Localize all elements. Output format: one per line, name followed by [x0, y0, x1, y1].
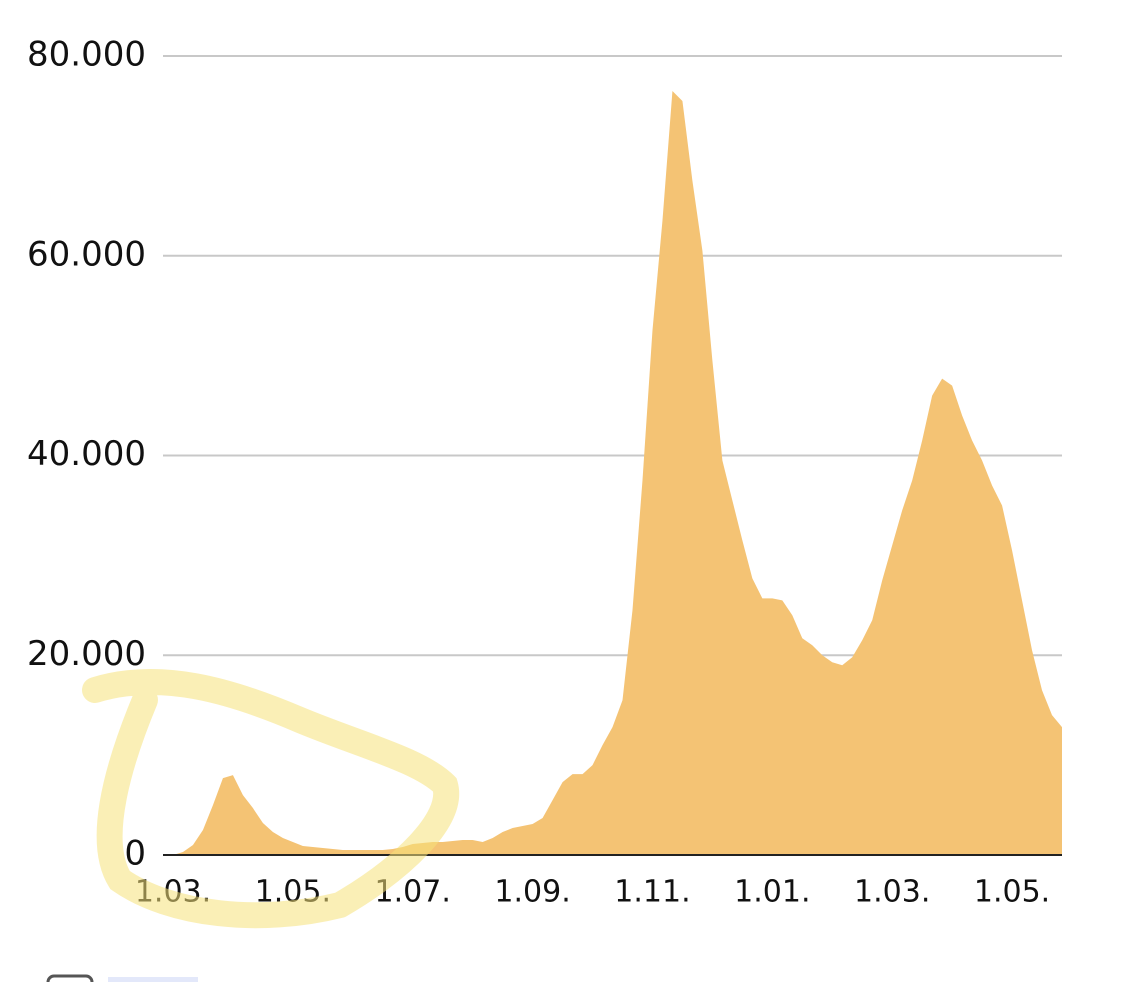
x-tick-label: 1.11. — [614, 875, 690, 910]
icon — [46, 974, 94, 982]
area — [173, 90, 1062, 856]
x-tick-label: 1.01. — [734, 875, 810, 910]
y-tick-label: 80.000 — [27, 35, 146, 75]
y-tick-label: 20.000 — [27, 634, 146, 674]
highlight-scribble — [82, 668, 460, 929]
y-tick-label: 40.000 — [27, 434, 146, 474]
y-tick-label: 0 — [124, 834, 146, 874]
y-tick-label: 60.000 — [27, 234, 146, 274]
bar-decor — [108, 977, 198, 982]
x-tick-label: 1.03. — [854, 875, 930, 910]
x-tick-label: 1.05. — [974, 875, 1050, 910]
x-tick-label: 1.09. — [494, 875, 570, 910]
